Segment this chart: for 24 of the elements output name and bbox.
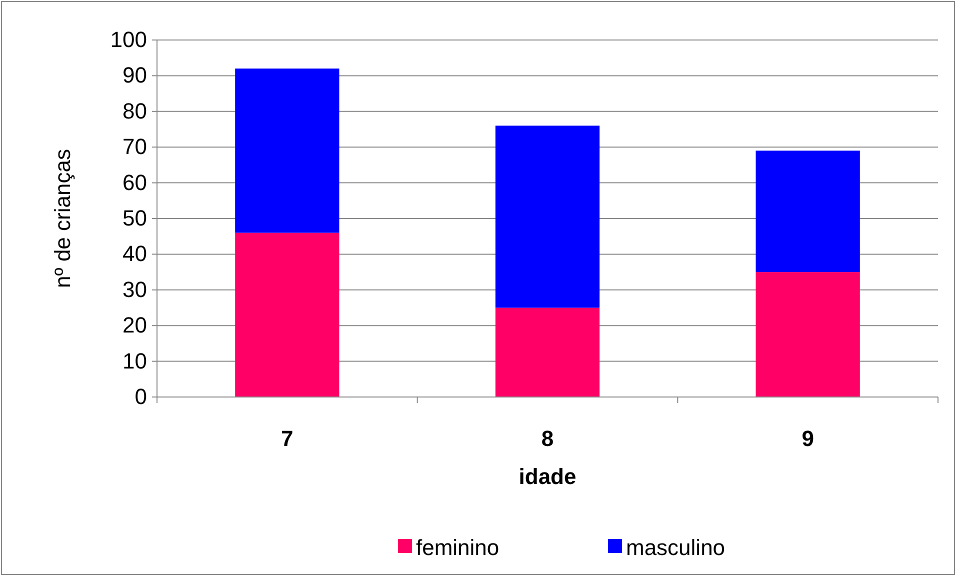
x-tick-label: 7: [281, 426, 294, 451]
y-tick-label: 100: [110, 27, 147, 52]
y-axis-title: nº de crianças: [50, 149, 75, 288]
bar: [235, 232, 340, 397]
y-tick-label: 10: [122, 348, 147, 374]
x-tick-label: 9: [802, 426, 814, 451]
y-tick-label: 20: [122, 312, 147, 338]
bar: [495, 126, 600, 308]
y-tick-label: 50: [122, 206, 147, 231]
x-axis-title: idade: [518, 464, 576, 489]
legend-label: masculino: [626, 535, 726, 560]
legend-label: feminino: [416, 535, 500, 560]
bar: [756, 150, 860, 272]
y-tick-label: 40: [122, 241, 147, 266]
bar: [235, 68, 340, 233]
y-tick-label: 30: [122, 276, 147, 302]
y-tick-label: 80: [122, 98, 147, 124]
y-tick-label: 60: [122, 170, 147, 195]
bar: [756, 272, 860, 397]
y-tick-label: 70: [122, 134, 147, 160]
y-tick-label: 90: [122, 62, 147, 88]
x-tick-label: 8: [541, 426, 554, 451]
y-tick-label: 0: [134, 384, 147, 410]
bar: [495, 308, 600, 397]
